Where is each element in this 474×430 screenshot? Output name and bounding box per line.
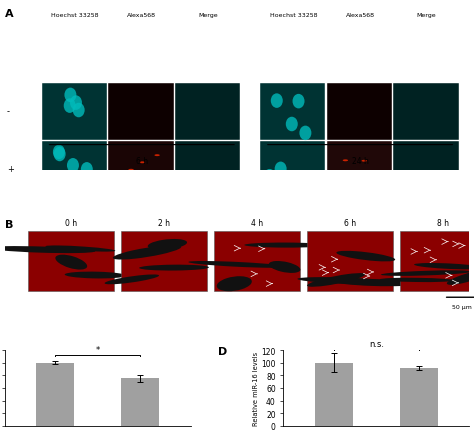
Ellipse shape bbox=[274, 162, 287, 177]
Text: D: D bbox=[219, 347, 228, 356]
Ellipse shape bbox=[300, 126, 311, 141]
Ellipse shape bbox=[53, 145, 65, 160]
Text: Hoechst 33258: Hoechst 33258 bbox=[270, 12, 317, 18]
Ellipse shape bbox=[81, 163, 93, 177]
Ellipse shape bbox=[276, 172, 288, 187]
Ellipse shape bbox=[414, 264, 474, 270]
FancyBboxPatch shape bbox=[400, 231, 474, 291]
Text: Alexa568: Alexa568 bbox=[128, 12, 156, 18]
Ellipse shape bbox=[0, 246, 95, 254]
Text: Hoechst 33258: Hoechst 33258 bbox=[52, 12, 99, 18]
FancyBboxPatch shape bbox=[214, 231, 300, 291]
Text: n.s.: n.s. bbox=[369, 339, 384, 348]
Ellipse shape bbox=[73, 104, 85, 118]
Circle shape bbox=[128, 169, 134, 171]
Ellipse shape bbox=[64, 89, 76, 103]
Text: A: A bbox=[5, 9, 13, 19]
Text: Merge: Merge bbox=[417, 12, 437, 18]
Ellipse shape bbox=[105, 275, 159, 285]
Ellipse shape bbox=[271, 94, 283, 109]
Text: 0 h: 0 h bbox=[65, 219, 77, 228]
FancyBboxPatch shape bbox=[109, 142, 174, 198]
Ellipse shape bbox=[188, 261, 288, 268]
Circle shape bbox=[341, 185, 347, 187]
FancyBboxPatch shape bbox=[260, 84, 326, 140]
Text: 4 h: 4 h bbox=[251, 219, 263, 228]
Bar bbox=[400, 368, 438, 426]
Text: B: B bbox=[5, 220, 13, 230]
Ellipse shape bbox=[54, 147, 65, 162]
Text: 6 h: 6 h bbox=[136, 157, 148, 166]
Text: 6 h: 6 h bbox=[344, 219, 356, 228]
Circle shape bbox=[367, 188, 373, 190]
Ellipse shape bbox=[303, 178, 315, 192]
FancyBboxPatch shape bbox=[175, 142, 240, 198]
FancyBboxPatch shape bbox=[109, 84, 174, 140]
Text: 24 h: 24 h bbox=[352, 157, 369, 166]
Ellipse shape bbox=[286, 117, 298, 132]
Text: -: - bbox=[7, 107, 10, 116]
Ellipse shape bbox=[113, 246, 181, 260]
Ellipse shape bbox=[297, 277, 399, 285]
Ellipse shape bbox=[67, 159, 79, 173]
Ellipse shape bbox=[64, 99, 76, 114]
Ellipse shape bbox=[55, 255, 87, 270]
Text: Alexa568: Alexa568 bbox=[346, 12, 374, 18]
FancyBboxPatch shape bbox=[307, 231, 392, 291]
Text: *: * bbox=[96, 345, 100, 354]
Ellipse shape bbox=[64, 272, 126, 279]
Text: 2 h: 2 h bbox=[158, 219, 170, 228]
Ellipse shape bbox=[264, 169, 275, 184]
Circle shape bbox=[155, 155, 160, 157]
Ellipse shape bbox=[380, 278, 454, 283]
Text: 50 μm: 50 μm bbox=[452, 304, 472, 309]
Ellipse shape bbox=[269, 261, 301, 273]
Circle shape bbox=[362, 160, 367, 163]
Circle shape bbox=[356, 180, 361, 182]
Ellipse shape bbox=[139, 265, 209, 271]
Bar bbox=[121, 378, 159, 426]
Text: Merge: Merge bbox=[199, 12, 218, 18]
Text: 8 h: 8 h bbox=[437, 219, 448, 228]
Ellipse shape bbox=[381, 271, 472, 276]
Text: +: + bbox=[7, 165, 14, 174]
Ellipse shape bbox=[148, 240, 187, 250]
Ellipse shape bbox=[337, 251, 395, 262]
FancyBboxPatch shape bbox=[393, 142, 459, 198]
FancyBboxPatch shape bbox=[42, 84, 107, 140]
Ellipse shape bbox=[46, 246, 115, 252]
Circle shape bbox=[140, 162, 145, 164]
Circle shape bbox=[343, 160, 348, 162]
FancyBboxPatch shape bbox=[327, 142, 392, 198]
Bar bbox=[315, 363, 353, 426]
FancyBboxPatch shape bbox=[393, 84, 459, 140]
FancyBboxPatch shape bbox=[121, 231, 207, 291]
FancyBboxPatch shape bbox=[175, 84, 240, 140]
Ellipse shape bbox=[217, 276, 252, 292]
Y-axis label: Relative miR-16 levels: Relative miR-16 levels bbox=[253, 351, 258, 425]
Ellipse shape bbox=[335, 280, 417, 286]
Ellipse shape bbox=[292, 95, 304, 109]
Ellipse shape bbox=[244, 243, 327, 248]
FancyBboxPatch shape bbox=[42, 142, 107, 198]
Bar bbox=[36, 363, 74, 426]
FancyBboxPatch shape bbox=[327, 84, 392, 140]
Ellipse shape bbox=[70, 96, 82, 111]
Ellipse shape bbox=[307, 273, 365, 287]
Ellipse shape bbox=[447, 270, 474, 285]
FancyBboxPatch shape bbox=[260, 142, 326, 198]
FancyBboxPatch shape bbox=[28, 231, 114, 291]
